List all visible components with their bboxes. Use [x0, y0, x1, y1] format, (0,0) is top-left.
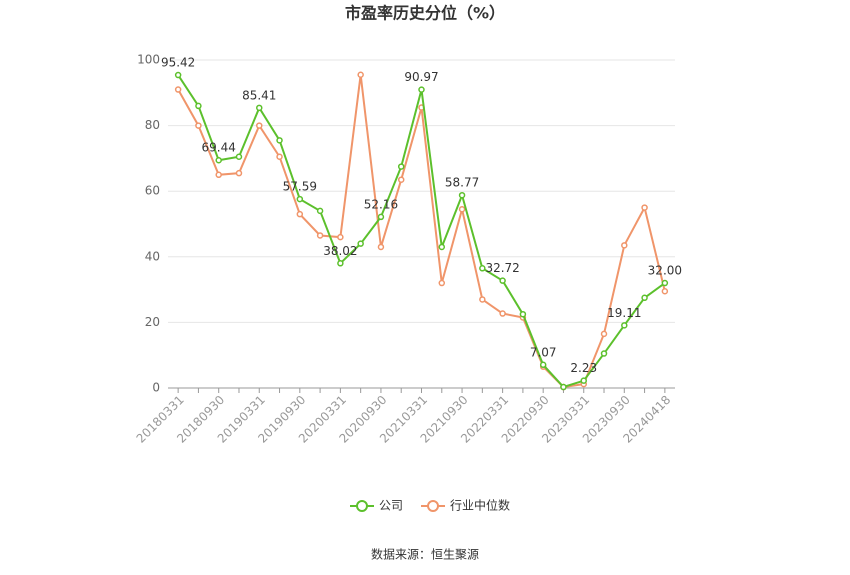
value-label: 95.42 [161, 56, 195, 70]
value-label: 52.16 [364, 197, 398, 211]
legend-label: 公司 [379, 499, 403, 513]
value-label: 90.97 [404, 70, 438, 84]
point [397, 176, 405, 183]
point [357, 240, 364, 247]
point [296, 210, 304, 218]
value-label: 32.72 [485, 261, 519, 275]
point [479, 265, 486, 272]
point [215, 156, 222, 164]
legend-item: 行业中位数 [421, 498, 510, 513]
point [418, 86, 425, 93]
value-label: 32.00 [648, 264, 682, 278]
point [256, 104, 263, 112]
y-tick-label: 80 [145, 118, 160, 132]
point [316, 232, 324, 239]
point [276, 137, 283, 144]
point [499, 277, 506, 284]
point [641, 294, 648, 302]
point [438, 279, 446, 287]
point [316, 207, 324, 215]
point [560, 383, 567, 391]
y-tick-label: 60 [145, 184, 160, 198]
point [539, 361, 547, 369]
point [195, 122, 202, 129]
point [377, 243, 385, 251]
point [337, 233, 344, 241]
point [174, 86, 182, 93]
point [296, 195, 304, 203]
value-label: 85.41 [242, 88, 276, 102]
point [235, 169, 243, 177]
y-tick-label: 40 [145, 249, 160, 263]
y-tick-label: 20 [145, 315, 160, 329]
point [458, 205, 466, 213]
point [337, 260, 344, 267]
value-label: 58.77 [445, 176, 479, 190]
source: 数据来源：恒生聚源 [371, 547, 479, 562]
point [235, 153, 243, 161]
point [621, 242, 628, 249]
point [377, 213, 385, 221]
point [600, 350, 608, 357]
point [357, 71, 364, 79]
point [438, 243, 446, 251]
value-label: 57.59 [283, 180, 317, 194]
y-tick-label: 0 [152, 381, 160, 395]
point [641, 204, 648, 211]
point [661, 279, 669, 287]
value-label: 69.44 [202, 141, 236, 155]
point [519, 310, 527, 318]
value-label: 2.23 [570, 361, 597, 375]
legend-item: 公司 [350, 499, 403, 513]
value-label: 19.11 [607, 306, 641, 320]
point [174, 71, 182, 79]
point [499, 310, 506, 317]
point [195, 102, 202, 110]
legend-marker [356, 500, 368, 512]
chart-title: 市盈率历史分位（%） [345, 4, 505, 23]
point [621, 322, 628, 329]
point [276, 153, 283, 161]
y-tick-label: 100 [137, 53, 160, 67]
point [661, 287, 669, 295]
point [458, 191, 466, 199]
series-line [177, 74, 666, 389]
point [397, 163, 405, 170]
series-line [177, 74, 666, 389]
legend-marker [427, 500, 440, 512]
point [256, 122, 263, 129]
legend-label: 行业中位数 [450, 498, 510, 513]
point [600, 330, 608, 338]
point [479, 296, 486, 303]
value-label: 7.07 [530, 345, 557, 359]
point [580, 377, 587, 384]
value-label: 38.02 [323, 244, 357, 258]
point [215, 171, 222, 179]
